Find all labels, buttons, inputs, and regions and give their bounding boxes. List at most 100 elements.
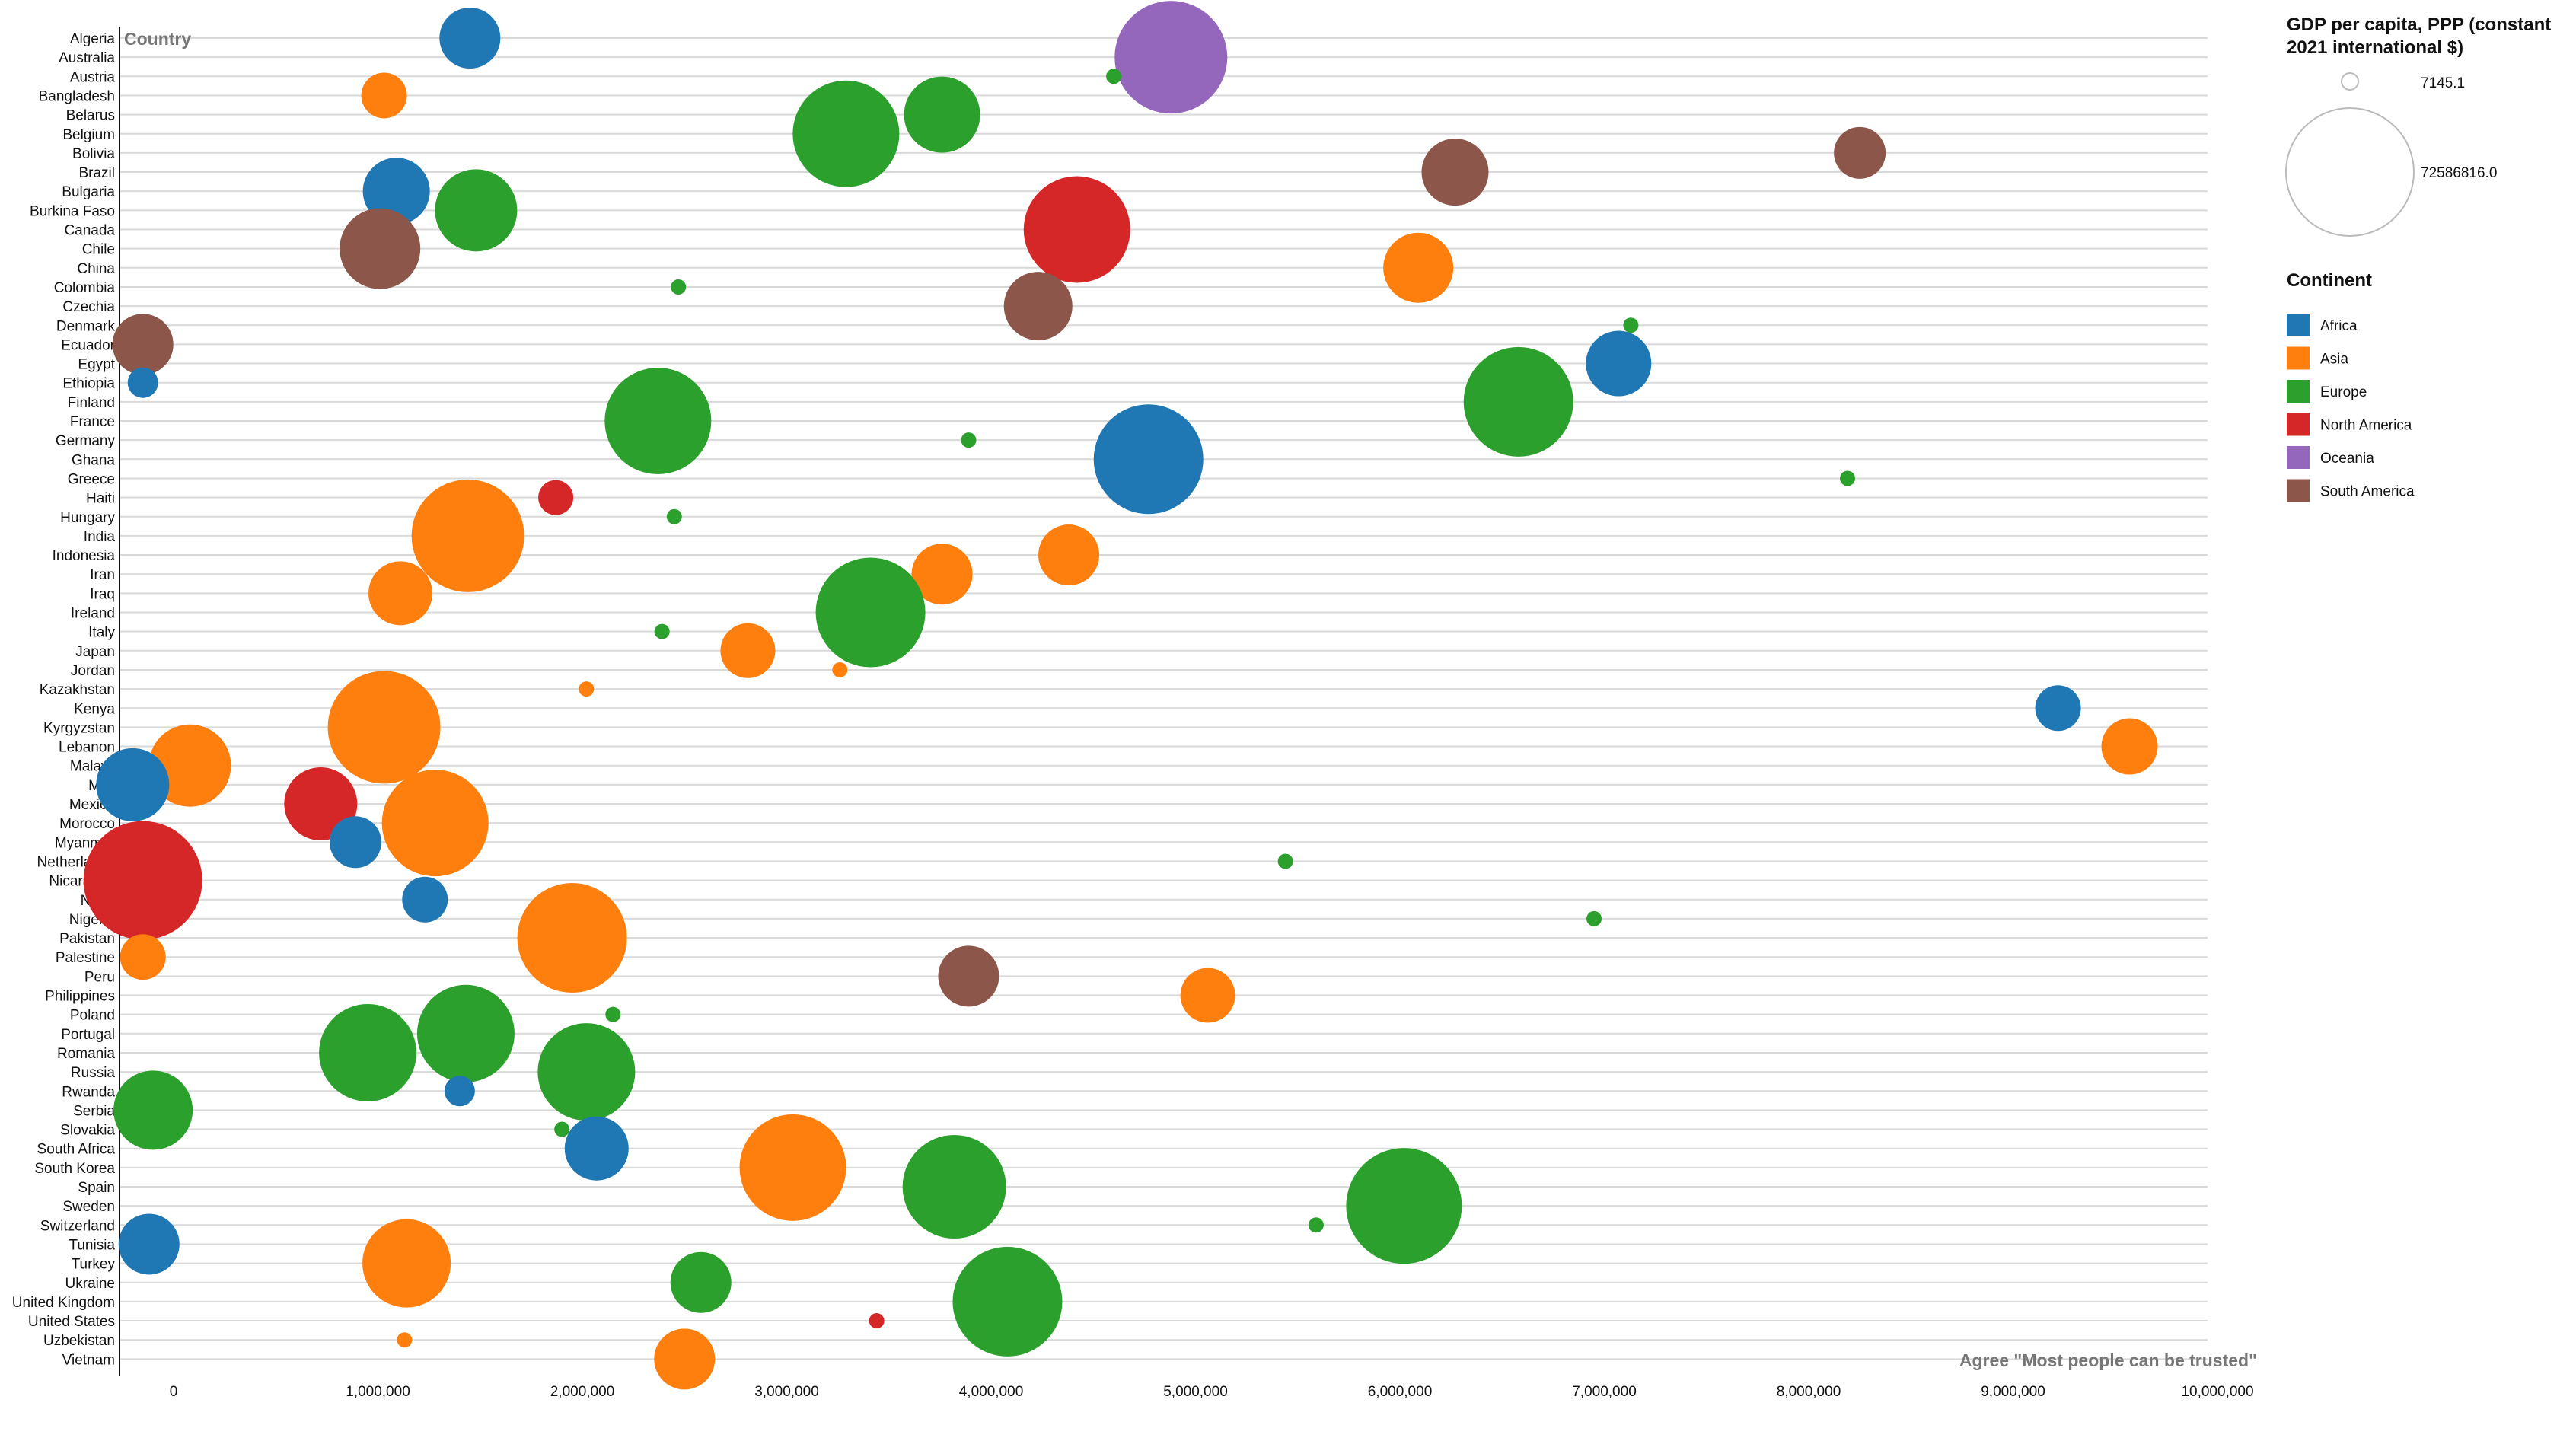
bubble [670,1251,732,1313]
bubble [902,1135,1006,1239]
y-tick-label: Iran [90,567,115,583]
y-tick-label: Finland [68,395,115,411]
bubble [554,1121,570,1137]
bubble [720,623,776,678]
x-tick-label: 10,000,000 [2181,1384,2253,1400]
y-tick-label: South Korea [34,1161,115,1177]
x-tick-label: 0 [170,1384,178,1400]
y-tick-label: Serbia [73,1103,115,1119]
x-tick-label: 9,000,000 [1981,1384,2045,1400]
bubble [148,724,231,807]
bubble [1623,317,1639,333]
y-tick-label: Belarus [66,108,115,124]
y-tick-label: Romania [57,1046,115,1062]
color-legend-title: Continent [2287,270,2372,291]
legend-label: South America [2320,484,2415,500]
legend-swatch [2287,314,2310,336]
x-tick-label: 8,000,000 [1777,1384,1841,1400]
y-tick-label: Switzerland [40,1218,115,1234]
size-legend-small-circle [2341,72,2359,91]
y-tick-label: Peru [84,969,115,985]
y-tick-label: Denmark [56,318,116,334]
bubble [792,80,900,187]
x-tick-label: 4,000,000 [959,1384,1024,1400]
bubble [444,1076,475,1107]
y-tick-label: Czechia [62,299,115,315]
x-tick-label: 7,000,000 [1572,1384,1637,1400]
bubble [96,748,170,821]
y-tick-label: Jordan [71,663,115,679]
bubble [2101,718,2158,775]
bubble [83,821,202,940]
y-tick-label: Ethiopia [62,376,115,392]
bubble [815,557,926,668]
bubble [604,368,712,474]
y-tick-label: Haiti [86,491,115,507]
bubble [1003,272,1073,341]
bubble [1106,69,1122,84]
bubble [1023,176,1130,283]
y-tick-label: Brazil [78,165,115,181]
bubble [654,623,670,639]
y-tick-label: Algeria [70,31,116,47]
y-tick-label: Austria [70,69,116,85]
y-tick-label: Uzbekistan [43,1333,115,1349]
legend-swatch [2287,346,2310,370]
legend-swatch [2287,380,2310,403]
y-tick-label: Philippines [45,989,115,1005]
y-tick-label: South Africa [37,1142,116,1158]
y-tick-label: France [70,414,115,430]
bubble [1586,330,1652,397]
x-tick-label: 2,000,000 [550,1384,615,1400]
size-legend-title: GDP per capita, PPP (constant 2021 intern… [2287,14,2551,58]
bubble [362,1219,451,1308]
size-legend-title-line: GDP per capita, PPP (constant [2287,14,2551,35]
bubble [654,1328,716,1390]
x-tick-label: 1,000,000 [346,1384,410,1400]
bubble [671,279,687,295]
bubble [319,1003,417,1101]
y-tick-label: Bulgaria [62,184,115,200]
y-tick-label: Kenya [74,701,115,717]
legend-label: Europe [2320,384,2367,400]
bubble [911,544,973,605]
bubble [538,480,574,515]
bubble [1277,853,1293,869]
bubble [329,816,381,869]
bubble [127,367,158,398]
bubble [416,984,515,1082]
x-tick-label: 5,000,000 [1163,1384,1228,1400]
legend-label: Asia [2320,352,2348,368]
y-tick-label: Ecuador [61,337,115,353]
bubble [2035,685,2081,732]
bubble [537,1023,636,1121]
bubble [564,1116,629,1181]
size-legend-large-circle [2285,107,2415,237]
x-tick-label: 6,000,000 [1368,1384,1433,1400]
bubble [361,72,407,119]
y-tick-label: Turkey [72,1257,116,1273]
bubble [1463,346,1573,457]
bubble [439,8,501,69]
x-tick-label: 3,000,000 [754,1384,819,1400]
bubble [666,508,682,524]
bubble [1586,910,1602,926]
y-tick-label: Portugal [61,1027,115,1043]
bubble [368,561,433,626]
bubble [1834,126,1886,179]
bubble [435,169,518,252]
y-tick-label: United Kingdom [12,1295,115,1311]
y-tick-label: Lebanon [59,740,115,756]
y-tick-label: Australia [59,50,115,66]
bubble [961,432,977,448]
legend-label: Africa [2320,318,2358,334]
bubble [327,671,441,784]
size-legend: GDP per capita, PPP (constant 2021 intern… [2285,14,2551,237]
bubble [402,876,448,923]
y-axis-labels: Algeria Australia Austria Bangladesh Belarus… [12,31,116,1368]
y-tick-label: Iraq [90,586,115,602]
y-tick-label: Chile [82,242,115,258]
x-axis-title: Agree "Most people can be trusted" [1959,1350,2257,1370]
y-tick-label: Morocco [59,816,115,832]
